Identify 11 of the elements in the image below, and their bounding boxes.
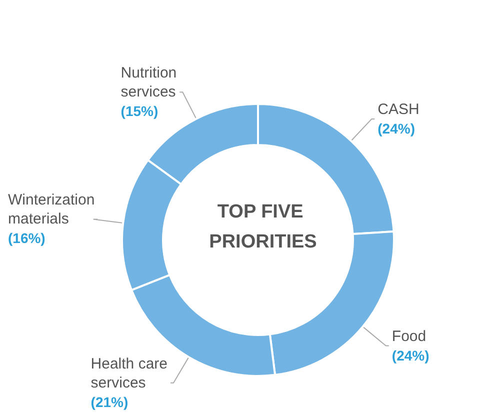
slice-label: Winterization materials <box>8 192 95 228</box>
data-label: (16%) <box>8 230 46 246</box>
slice-label: CASH <box>378 100 420 118</box>
slice-label: Health care services <box>90 355 168 392</box>
slice-label: Nutrition services <box>120 64 177 101</box>
data-label: (24%) <box>378 120 415 136</box>
data-label: (24%) <box>392 347 430 364</box>
slice-label: Food <box>392 328 426 345</box>
data-label: (21%) <box>90 394 128 410</box>
data-label: (15%) <box>120 103 158 120</box>
text: TOP FIVE PRIORITIES <box>209 202 317 252</box>
